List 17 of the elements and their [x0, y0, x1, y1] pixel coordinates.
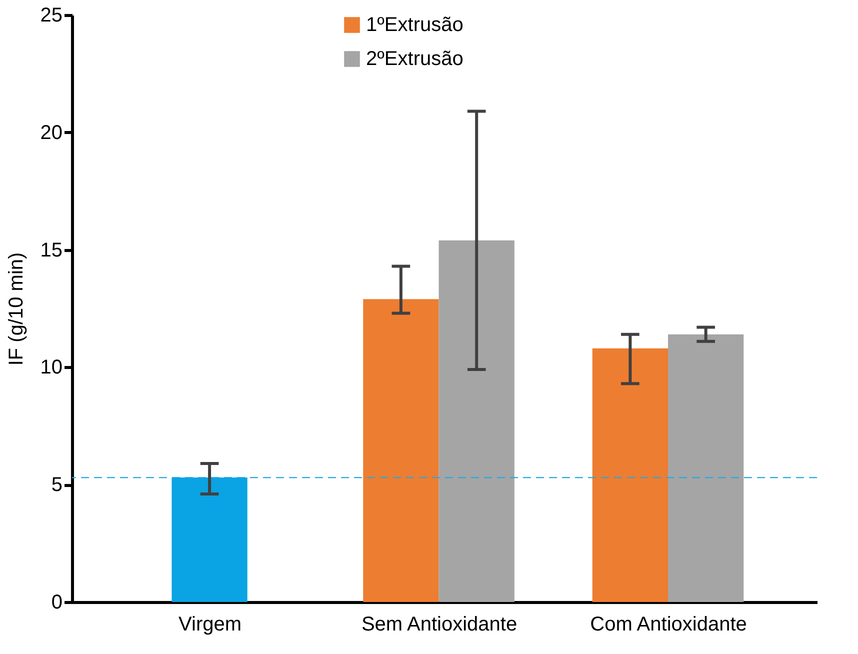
legend-label: 1ºExtrusão	[366, 14, 464, 36]
x-tick-label: Virgem	[178, 614, 242, 636]
bar	[438, 240, 514, 602]
x-tick-label: Sem Antioxidante	[361, 614, 518, 636]
legend-label: 2ºExtrusão	[366, 48, 464, 70]
y-tick-label: 15	[40, 239, 62, 262]
y-tick-label: 5	[51, 474, 62, 496]
y-tick-label: 25	[40, 4, 62, 26]
x-tick-label: Com Antioxidante	[590, 614, 747, 636]
y-tick-label: 10	[40, 356, 62, 379]
bar	[172, 478, 248, 602]
y-tick-label: 20	[40, 122, 62, 144]
y-axis-title: IF (g/10 min)	[5, 252, 28, 366]
bar	[363, 299, 439, 602]
y-tick-label: 0	[51, 592, 62, 614]
bar	[668, 334, 744, 602]
bar	[592, 348, 668, 602]
